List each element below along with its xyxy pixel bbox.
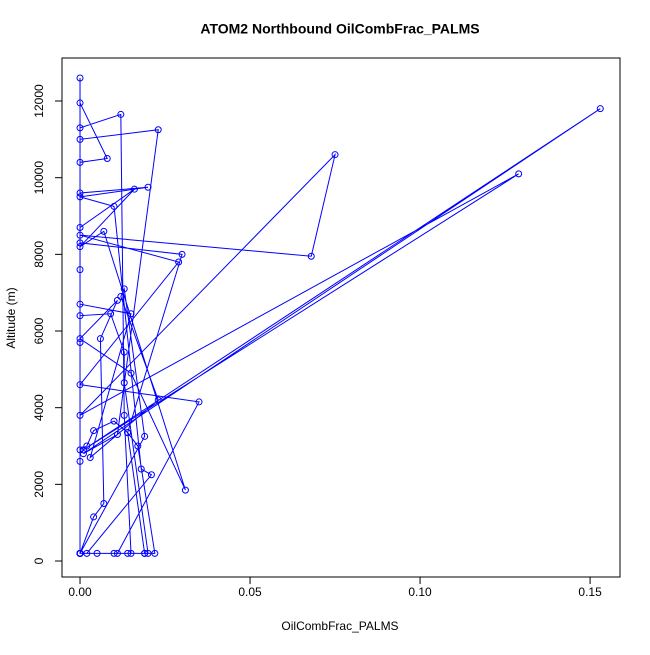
data-point bbox=[175, 258, 183, 266]
data-point bbox=[76, 243, 84, 251]
x-tick-label: 0.00 bbox=[68, 585, 92, 599]
y-tick-label: 10000 bbox=[32, 161, 46, 195]
data-point bbox=[137, 465, 145, 473]
data-point bbox=[110, 202, 118, 210]
data-point bbox=[76, 312, 84, 320]
data-point bbox=[181, 486, 189, 494]
data-point bbox=[100, 227, 108, 235]
data-point bbox=[113, 549, 121, 557]
data-point bbox=[307, 252, 315, 260]
data-point bbox=[107, 310, 115, 318]
data-point bbox=[515, 170, 523, 178]
data-point bbox=[76, 239, 84, 247]
data-point bbox=[100, 500, 108, 508]
y-axis-label: Altitude (m) bbox=[4, 287, 18, 348]
x-axis-label: OilCombFrac_PALMS bbox=[281, 619, 398, 633]
data-line bbox=[79, 78, 601, 554]
data-point bbox=[147, 471, 155, 479]
data-point bbox=[76, 189, 84, 197]
data-point bbox=[127, 369, 135, 377]
data-point bbox=[103, 155, 111, 163]
data-point bbox=[76, 99, 84, 107]
y-tick-label: 6000 bbox=[32, 317, 46, 344]
plot-frame bbox=[61, 57, 621, 578]
data-point bbox=[76, 124, 84, 132]
data-point bbox=[76, 411, 84, 419]
data-point bbox=[178, 250, 186, 258]
data-point bbox=[154, 396, 162, 404]
data-point bbox=[124, 549, 132, 557]
x-tick-label: 0.05 bbox=[238, 585, 262, 599]
data-point bbox=[76, 300, 84, 308]
data-point bbox=[120, 285, 128, 293]
data-point bbox=[130, 185, 138, 193]
data-point bbox=[79, 450, 87, 458]
data-point bbox=[120, 348, 128, 356]
data-point bbox=[144, 549, 152, 557]
y-tick-label: 4000 bbox=[32, 394, 46, 421]
data-point bbox=[120, 411, 128, 419]
data-point bbox=[134, 442, 142, 450]
y-tick-label: 8000 bbox=[32, 241, 46, 268]
data-point bbox=[79, 446, 87, 454]
data-point bbox=[127, 310, 135, 318]
data-point bbox=[76, 158, 84, 166]
data-point bbox=[141, 549, 149, 557]
data-point bbox=[76, 74, 84, 82]
data-point bbox=[124, 429, 132, 437]
data-point bbox=[120, 379, 128, 387]
data-point bbox=[76, 335, 84, 343]
data-point bbox=[90, 513, 98, 521]
data-point bbox=[76, 193, 84, 201]
data-point bbox=[195, 398, 203, 406]
data-point bbox=[76, 549, 84, 557]
data-point bbox=[76, 135, 84, 143]
data-point bbox=[596, 105, 604, 113]
y-tick-label: 12000 bbox=[32, 84, 46, 118]
data-point bbox=[76, 231, 84, 239]
data-point bbox=[96, 335, 104, 343]
data-point bbox=[141, 432, 149, 440]
data-point bbox=[76, 339, 84, 347]
data-point bbox=[76, 446, 84, 454]
data-point bbox=[127, 549, 135, 557]
data-point bbox=[154, 126, 162, 134]
y-tick-label: 2000 bbox=[32, 471, 46, 498]
data-point bbox=[76, 224, 84, 232]
data-point bbox=[76, 457, 84, 465]
data-point bbox=[76, 381, 84, 389]
data-point bbox=[144, 183, 152, 191]
data-point bbox=[110, 417, 118, 425]
data-point bbox=[86, 454, 94, 462]
y-tick-label: 0 bbox=[32, 557, 46, 564]
data-point bbox=[90, 427, 98, 435]
x-tick-label: 0.15 bbox=[578, 585, 602, 599]
data-point bbox=[117, 293, 125, 301]
data-point bbox=[151, 549, 159, 557]
data-point bbox=[76, 266, 84, 274]
data-point bbox=[113, 431, 121, 439]
chart-title: ATOM2 Northbound OilCombFrac_PALMS bbox=[200, 21, 479, 37]
data-point bbox=[113, 296, 121, 304]
data-point bbox=[117, 110, 125, 118]
data-point bbox=[83, 549, 91, 557]
data-point bbox=[331, 151, 339, 159]
x-tick-label: 0.10 bbox=[408, 585, 432, 599]
data-point bbox=[110, 549, 118, 557]
data-point bbox=[83, 442, 91, 450]
data-point bbox=[93, 549, 101, 557]
